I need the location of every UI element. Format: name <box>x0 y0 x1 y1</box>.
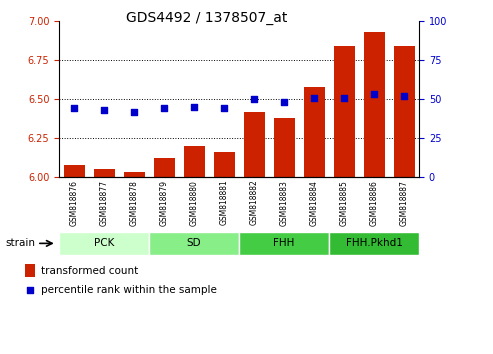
Text: GSM818885: GSM818885 <box>340 180 349 225</box>
Text: GSM818882: GSM818882 <box>249 180 259 225</box>
Bar <box>244 112 265 177</box>
Point <box>220 105 228 111</box>
Text: GSM818884: GSM818884 <box>310 180 318 225</box>
Point <box>310 95 318 101</box>
Text: PCK: PCK <box>94 238 114 249</box>
Text: SD: SD <box>187 238 202 249</box>
Point <box>276 206 284 212</box>
Point <box>100 107 108 113</box>
Text: FHH.Pkhd1: FHH.Pkhd1 <box>346 238 402 249</box>
Text: GSM818876: GSM818876 <box>70 180 79 226</box>
Text: GSM818886: GSM818886 <box>370 180 379 225</box>
Text: GSM818883: GSM818883 <box>280 180 288 225</box>
Bar <box>183 146 205 177</box>
Bar <box>149 232 239 255</box>
Text: FHH: FHH <box>274 238 295 249</box>
Point <box>190 104 198 110</box>
Bar <box>363 32 385 177</box>
Bar <box>25 264 35 277</box>
Text: GSM818879: GSM818879 <box>160 180 169 226</box>
Text: GSM818887: GSM818887 <box>399 180 409 225</box>
Point <box>280 99 288 105</box>
Point <box>370 92 378 97</box>
Text: GDS4492 / 1378507_at: GDS4492 / 1378507_at <box>126 11 288 25</box>
Bar <box>393 46 415 177</box>
Point <box>250 96 258 102</box>
Bar <box>154 158 175 177</box>
Point <box>130 109 138 114</box>
Text: GSM818881: GSM818881 <box>219 180 229 225</box>
Bar <box>334 46 354 177</box>
Bar <box>64 165 85 177</box>
Text: transformed count: transformed count <box>40 266 138 276</box>
Point <box>160 105 168 111</box>
Point <box>340 95 348 101</box>
Bar <box>239 232 329 255</box>
Text: percentile rank within the sample: percentile rank within the sample <box>40 285 216 295</box>
Bar <box>124 172 144 177</box>
Point <box>400 93 408 99</box>
Text: GSM818878: GSM818878 <box>130 180 139 225</box>
Text: GSM818877: GSM818877 <box>100 180 108 226</box>
Text: GSM818880: GSM818880 <box>190 180 199 225</box>
Bar <box>304 87 324 177</box>
Bar <box>94 169 115 177</box>
Bar <box>274 118 295 177</box>
Bar <box>329 232 419 255</box>
Point <box>70 105 78 111</box>
Bar <box>59 232 149 255</box>
Bar <box>213 152 235 177</box>
Text: strain: strain <box>5 238 35 249</box>
